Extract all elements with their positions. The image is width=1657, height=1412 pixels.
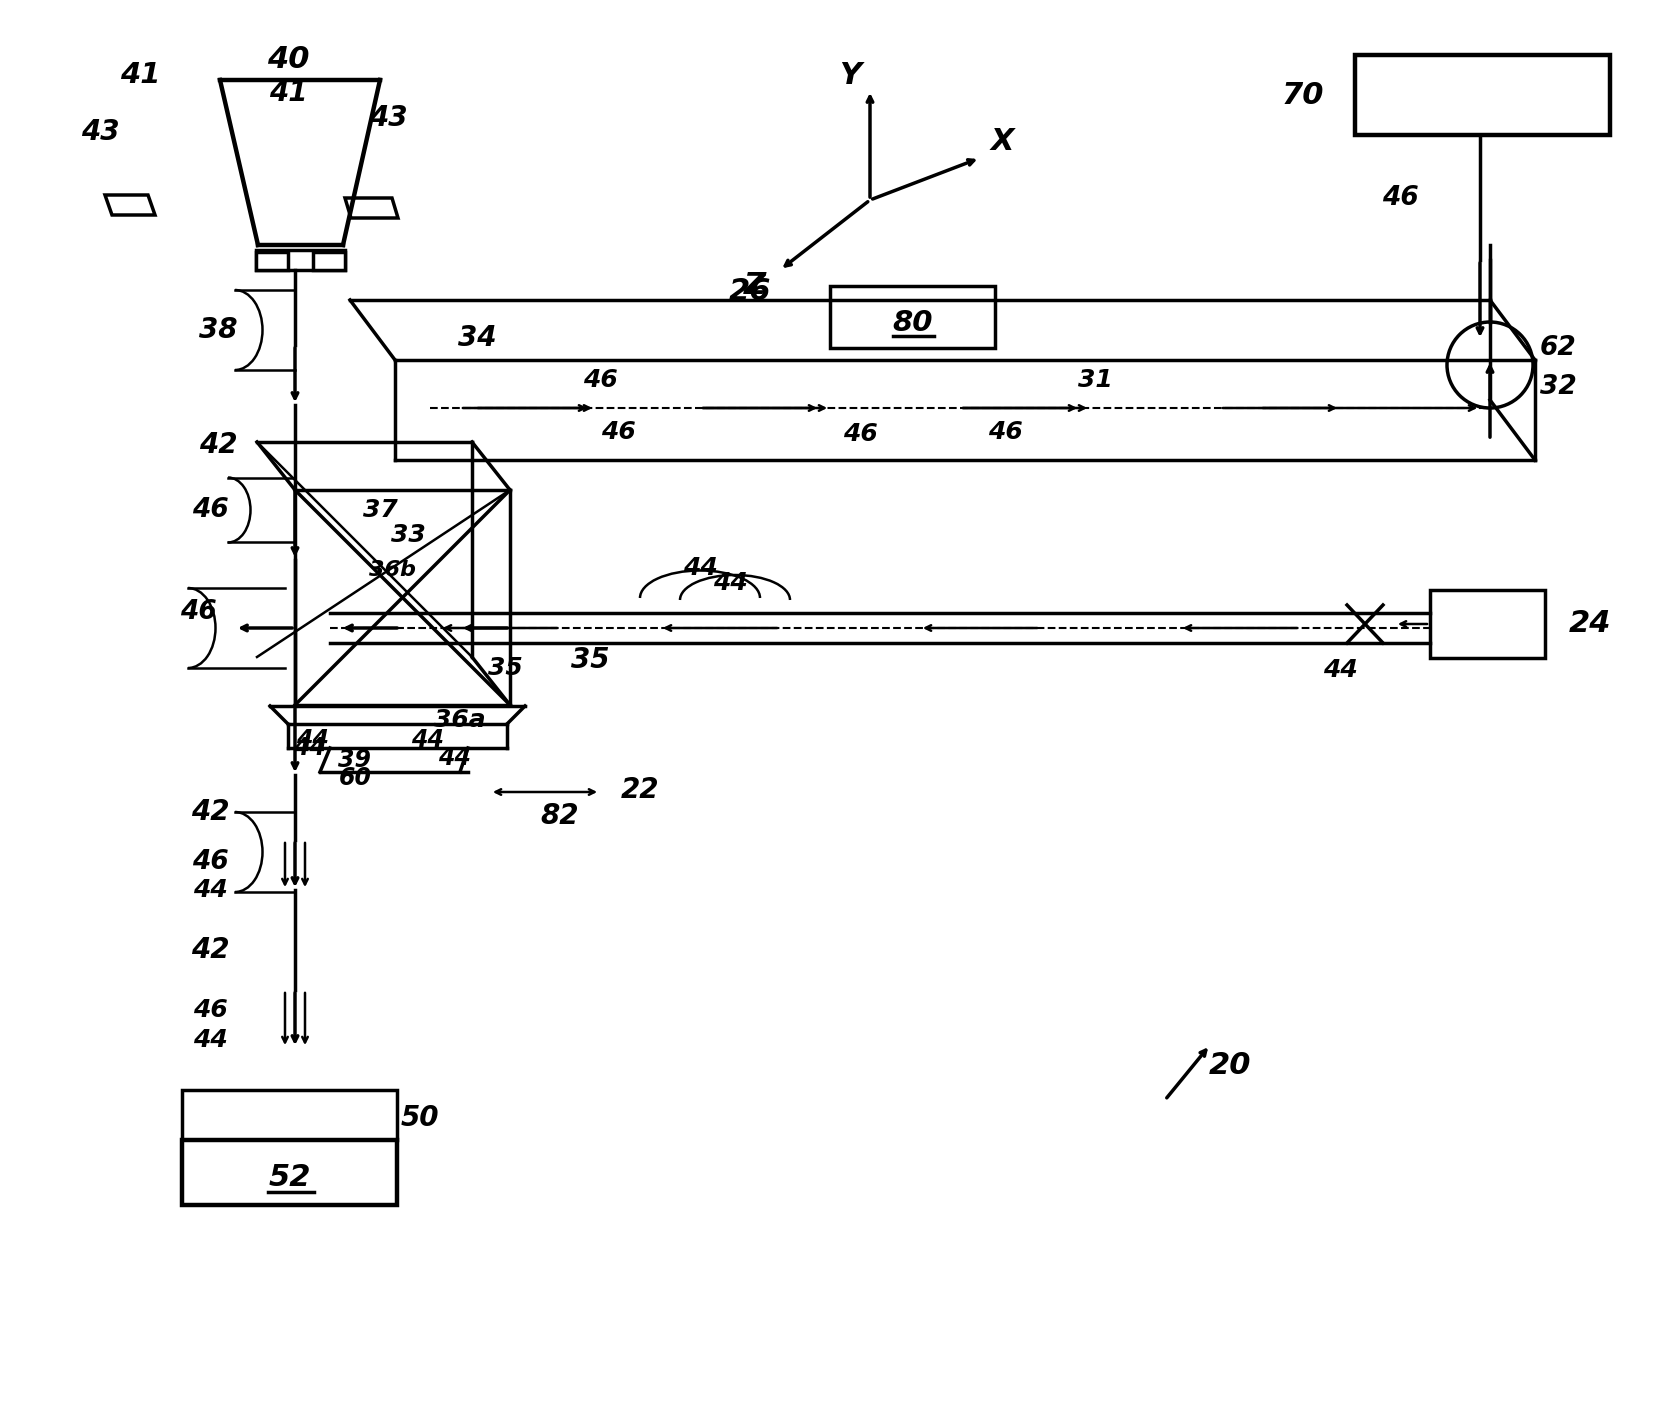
- Text: 44: 44: [297, 729, 330, 753]
- Text: 36a: 36a: [434, 707, 486, 731]
- Text: 36b: 36b: [368, 561, 416, 580]
- Text: 31: 31: [1077, 369, 1112, 393]
- Text: 32: 32: [1539, 374, 1576, 400]
- Text: 41: 41: [268, 79, 307, 107]
- Text: 26: 26: [729, 278, 771, 306]
- Text: Y: Y: [838, 61, 862, 89]
- Bar: [1355, 55, 1611, 136]
- Text: 38: 38: [199, 316, 237, 345]
- Text: 80: 80: [893, 309, 933, 337]
- Text: Z: Z: [744, 271, 766, 299]
- Text: 46: 46: [192, 497, 229, 522]
- Text: 35: 35: [487, 657, 522, 681]
- Text: 52: 52: [268, 1163, 312, 1193]
- Text: 44: 44: [411, 729, 444, 753]
- Text: 46: 46: [1382, 185, 1418, 210]
- Text: 46: 46: [988, 419, 1022, 443]
- Text: 42: 42: [191, 936, 229, 964]
- Bar: [1430, 590, 1544, 658]
- Text: 24: 24: [1569, 610, 1611, 638]
- Bar: [830, 287, 994, 347]
- Bar: [182, 1090, 398, 1139]
- Text: 44: 44: [293, 736, 326, 760]
- Text: 44: 44: [192, 1028, 227, 1052]
- Text: 42: 42: [191, 798, 229, 826]
- Text: 33: 33: [391, 522, 426, 546]
- Text: 20: 20: [1208, 1051, 1251, 1080]
- Text: 44: 44: [713, 570, 747, 594]
- Text: 46: 46: [179, 599, 217, 626]
- Text: 37: 37: [363, 498, 398, 522]
- Text: 34: 34: [457, 323, 495, 352]
- Text: 44: 44: [1322, 658, 1357, 682]
- Bar: [255, 250, 345, 270]
- Text: 22: 22: [621, 777, 659, 803]
- Text: 82: 82: [540, 802, 580, 830]
- Text: 46: 46: [192, 849, 229, 875]
- Text: 43: 43: [370, 104, 408, 131]
- Text: 40: 40: [267, 45, 310, 75]
- Bar: [255, 251, 288, 270]
- Text: 44: 44: [439, 746, 472, 770]
- Text: 46: 46: [600, 419, 635, 443]
- Text: 43: 43: [81, 119, 119, 145]
- Text: 46: 46: [843, 422, 877, 446]
- Bar: [313, 251, 345, 270]
- Text: 35: 35: [570, 647, 610, 674]
- Text: 44: 44: [683, 556, 717, 580]
- Text: 70: 70: [1283, 80, 1324, 110]
- Text: 46: 46: [583, 369, 618, 393]
- Text: X: X: [991, 127, 1014, 157]
- Text: 62: 62: [1539, 335, 1576, 361]
- Text: 42: 42: [199, 431, 237, 459]
- Text: 50: 50: [401, 1104, 439, 1132]
- Text: 46: 46: [192, 998, 227, 1022]
- Text: 39: 39: [338, 748, 371, 772]
- Bar: [182, 1139, 398, 1204]
- Text: 60: 60: [338, 765, 371, 789]
- Text: 41: 41: [119, 61, 161, 89]
- Text: 44: 44: [192, 878, 227, 902]
